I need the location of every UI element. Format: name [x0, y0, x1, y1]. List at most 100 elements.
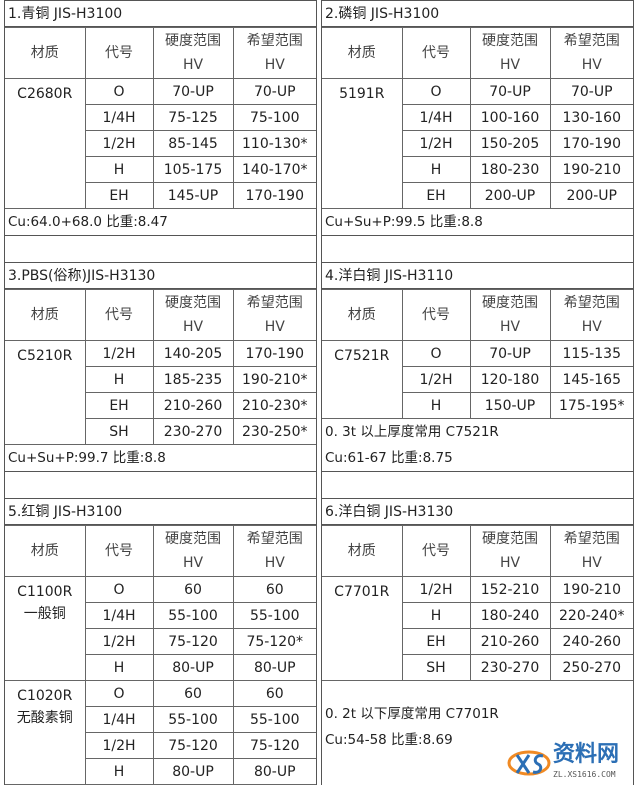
- code-cell: EH: [85, 182, 154, 209]
- hardness-table: 材质 代号 硬度范围 HV 希望范围 HV C2680R O 70-UP 70-UP 1/4H 75-…: [5, 27, 316, 209]
- table-row: C7521R O 70-UP 115-135: [322, 340, 633, 419]
- section-note: Cu+Su+P:99.7 比重:8.8: [5, 445, 316, 472]
- header-material: 材质: [322, 525, 403, 577]
- hardness-cell: 150-205: [469, 130, 551, 157]
- watermark-text: 资料网: [553, 742, 620, 767]
- header-hardness: 硬度范围 HV: [152, 27, 234, 79]
- header-row: 材质 代号 硬度范围 HV 希望范围 HV: [322, 27, 633, 79]
- code-cell: 1/4H: [85, 104, 154, 131]
- section-note: 0. 3t 以上厚度常用 C7521R Cu:61-67 比重:8.75: [322, 419, 633, 472]
- note-line: Cu:64.0+68.0 比重:8.47: [8, 214, 168, 230]
- header-material: 材质: [5, 289, 86, 341]
- hardness-cell: 70-UP: [152, 78, 234, 105]
- code-cell: EH: [402, 628, 471, 655]
- hardness-cell: 180-240: [469, 602, 551, 629]
- header-row: 材质 代号 硬度范围 HV 希望范围 HV: [322, 525, 633, 577]
- header-code: 代号: [84, 525, 154, 577]
- header-desired-label: 希望范围: [246, 531, 303, 547]
- note-line: Cu:54-58 比重:8.69: [325, 732, 453, 748]
- material-cell: 5191R: [322, 78, 403, 209]
- header-row: 材质 代号 硬度范围 HV 希望范围 HV: [5, 289, 316, 341]
- header-unit: HV: [581, 555, 602, 571]
- note-line: 0. 3t 以上厚度常用 C7521R: [325, 424, 499, 440]
- desired-cell: 55-100: [232, 602, 316, 629]
- section-3: 3.PBS(俗称)JIS-H3130 材质 代号 硬度范围 HV 希望范围 HV C5210R…: [5, 262, 316, 472]
- right-column: 2.磷铜 JIS-H3100 材质 代号 硬度范围 HV 希望范围 HV 5191R O 70-U…: [321, 0, 634, 785]
- header-desired-label: 希望范围: [246, 295, 303, 311]
- desired-cell: 145-165: [549, 366, 633, 393]
- code-cell: H: [85, 156, 154, 183]
- header-hardness-label: 硬度范围: [165, 33, 221, 49]
- desired-cell: 80-UP: [232, 758, 316, 785]
- hardness-cell: 75-125: [152, 104, 234, 131]
- desired-cell: 170-190: [232, 340, 316, 367]
- header-unit: HV: [182, 57, 204, 73]
- material-cell: C5210R: [5, 340, 86, 445]
- header-hardness: 硬度范围 HV: [469, 27, 551, 79]
- desired-cell: 110-130*: [232, 130, 316, 157]
- code-cell: H: [402, 602, 471, 629]
- header-desired-label: 希望范围: [246, 33, 303, 49]
- hardness-cell: 210-260: [469, 628, 551, 655]
- xs-logo-icon: [507, 750, 551, 776]
- table-row: SH 230-270 230-250*: [5, 418, 316, 445]
- code-cell: 1/4H: [85, 706, 154, 733]
- header-unit: HV: [499, 57, 521, 73]
- desired-cell: 60: [232, 576, 316, 603]
- code-cell: O: [401, 78, 471, 105]
- material-name: 一般铜: [23, 606, 66, 622]
- note-line: Cu+Su+P:99.5 比重:8.8: [325, 214, 483, 230]
- table-row: SH 230-270 250-270: [322, 654, 633, 681]
- hardness-cell: 75-120: [152, 628, 234, 655]
- desired-cell: 170-190: [549, 130, 633, 157]
- hardness-cell: 100-160: [469, 104, 551, 131]
- code-cell: EH: [402, 182, 471, 209]
- header-hardness-label: 硬度范围: [482, 295, 538, 311]
- hardness-cell: 150-UP: [469, 392, 551, 419]
- table-row: H 80-UP 80-UP: [5, 758, 316, 785]
- table-row: 1/4H 55-100 55-100: [5, 706, 316, 733]
- note-line: Cu+Su+P:99.7 比重:8.8: [8, 450, 166, 466]
- code-cell: SH: [85, 418, 154, 445]
- desired-cell: 240-260: [549, 628, 633, 655]
- header-unit: HV: [264, 319, 285, 335]
- material-name: C7701R: [334, 584, 390, 600]
- header-row: 材质 代号 硬度范围 HV 希望范围 HV: [5, 525, 316, 577]
- hardness-cell: 85-145: [152, 130, 234, 157]
- section-title: 6.洋白铜 JIS-H3130: [322, 498, 633, 525]
- section-note: Cu+Su+P:99.5 比重:8.8: [322, 209, 633, 236]
- table-row: C7701R 1/2H 152-210 190-210: [322, 576, 633, 681]
- code-cell: 1/2H: [401, 576, 471, 603]
- section-title: 4.洋白铜 JIS-H3110: [322, 262, 633, 289]
- code-cell: 1/2H: [402, 130, 471, 157]
- hardness-cell: 185-235: [152, 366, 234, 393]
- header-unit: HV: [182, 555, 204, 571]
- material-name: C2680R: [17, 86, 73, 102]
- code-cell: O: [84, 680, 154, 707]
- table-row: C1020R 无酸素铜 O 60 60: [5, 680, 316, 785]
- header-hardness-label: 硬度范围: [482, 33, 538, 49]
- desired-cell: 200-UP: [549, 182, 633, 209]
- section-title: 1.青铜 JIS-H3100: [5, 0, 316, 27]
- desired-cell: 190-210: [549, 156, 633, 183]
- material-cell: C7701R: [322, 576, 403, 681]
- table-row: 1/2H 150-205 170-190: [322, 130, 633, 157]
- material-cell: C1020R 无酸素铜: [5, 680, 86, 785]
- material-cell: C7521R: [322, 340, 403, 419]
- hardness-cell: 60: [152, 680, 234, 707]
- header-unit: HV: [182, 319, 204, 335]
- desired-cell: 80-UP: [232, 654, 316, 681]
- desired-cell: 55-100: [232, 706, 316, 733]
- watermark-logo: 资料网 ZL.XS1616.COM: [507, 743, 635, 783]
- desired-cell: 70-UP: [232, 78, 316, 105]
- header-unit: HV: [264, 57, 285, 73]
- header-desired-label: 希望范围: [563, 531, 620, 547]
- material-cell: C2680R: [5, 78, 86, 209]
- material-name: 5191R: [339, 86, 385, 102]
- hardness-cell: 152-210: [469, 576, 551, 603]
- note-line: Cu:61-67 比重:8.75: [325, 450, 453, 466]
- section-note: Cu:64.0+68.0 比重:8.47: [5, 209, 316, 236]
- header-desired: 希望范围 HV: [232, 289, 316, 341]
- section-title: 3.PBS(俗称)JIS-H3130: [5, 262, 316, 289]
- header-row: 材质 代号 硬度范围 HV 希望范围 HV: [322, 289, 633, 341]
